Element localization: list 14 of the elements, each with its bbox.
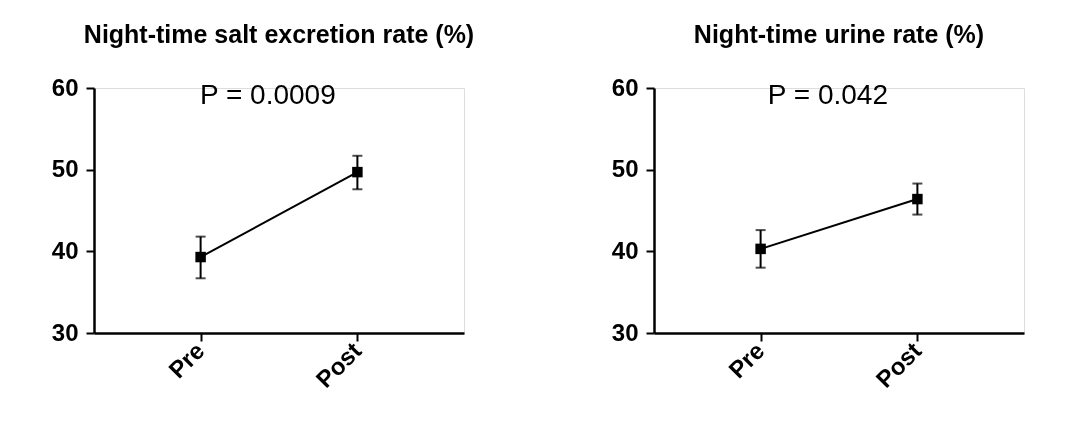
x-tick-label: Pre xyxy=(163,336,210,384)
x-tick-label: Pre xyxy=(723,336,770,384)
annotation: P = 0.0009 xyxy=(200,79,336,110)
chart-title: Night-time salt excretion rate (%) xyxy=(83,20,475,48)
annotation: P = 0.042 xyxy=(767,79,888,110)
chart-title: Night-time urine rate (%) xyxy=(693,20,985,48)
y-tick-label: 60 xyxy=(51,73,79,101)
y-tick-label: 40 xyxy=(611,236,639,264)
y-tick-label: 40 xyxy=(51,236,79,264)
y-tick-label: 50 xyxy=(51,155,79,183)
y-tick-label: 50 xyxy=(611,155,639,183)
y-tick-label: 30 xyxy=(51,318,79,346)
y-tick-label: 30 xyxy=(611,318,639,346)
y-tick-label: 60 xyxy=(611,73,639,101)
